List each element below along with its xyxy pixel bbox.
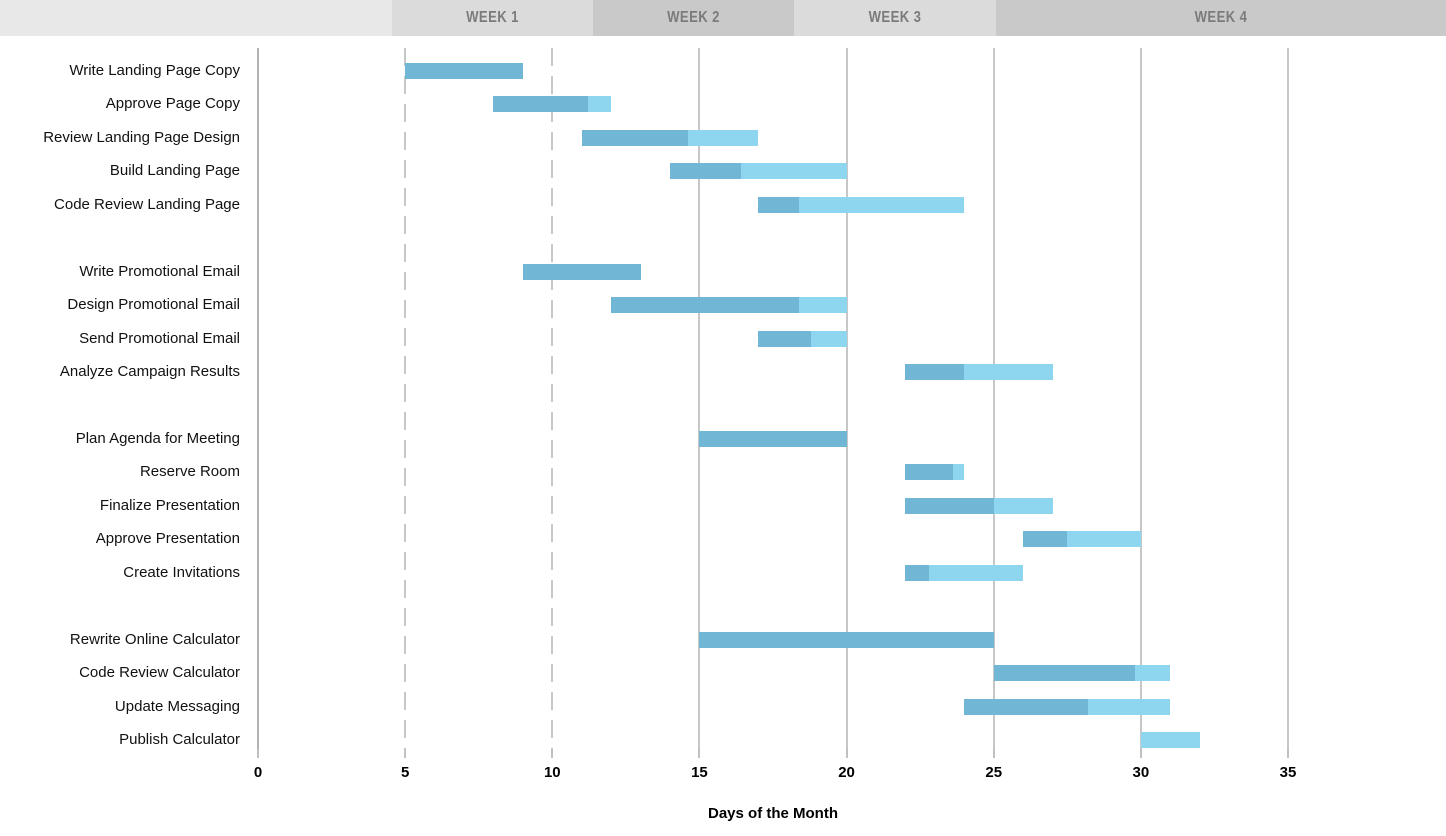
task-label: Finalize Presentation <box>99 496 240 514</box>
task-label: Code Review Landing Page <box>54 195 240 213</box>
week-header-segment: WEEK 4 <box>996 0 1446 36</box>
gantt-bar-remaining <box>587 96 612 113</box>
x-axis-tick-label: 25 <box>985 764 1003 781</box>
x-axis-tick-label: 5 <box>400 764 410 781</box>
x-axis-tick <box>551 749 554 758</box>
gantt-bar-complete <box>699 631 994 648</box>
gridline-solid-day-30 <box>1139 48 1142 757</box>
gantt-bar-remaining <box>952 464 965 481</box>
gantt-bar-remaining <box>799 196 965 213</box>
gantt-bar-complete <box>611 297 800 314</box>
x-axis-tick <box>1287 749 1289 758</box>
gantt-bar-complete <box>670 163 741 180</box>
gantt-bar-complete <box>905 564 929 581</box>
task-label: Send Promotional Email <box>79 329 240 347</box>
x-axis-tick <box>698 749 701 758</box>
gantt-bar-remaining <box>928 564 1024 581</box>
gantt-bar-complete <box>964 698 1088 715</box>
gantt-bar-remaining <box>1087 698 1171 715</box>
x-axis-tick-label: 35 <box>1279 764 1297 781</box>
gridline-solid-day-15 <box>698 48 701 757</box>
task-label: Plan Agenda for Meeting <box>75 429 240 447</box>
x-axis-tick-label: 20 <box>838 764 855 781</box>
week-header-label: WEEK 2 <box>667 9 720 26</box>
gantt-bar-remaining <box>993 497 1053 514</box>
task-label: Approve Presentation <box>95 530 240 548</box>
x-axis-tick-label: 15 <box>691 764 708 781</box>
gantt-bar-complete <box>905 464 953 481</box>
gridline-dashed-day-10 <box>551 48 554 757</box>
task-label: Publish Calculator <box>119 731 240 748</box>
gridline-day-0 <box>257 48 259 757</box>
x-axis-tick <box>257 749 259 758</box>
task-label: Write Promotional Email <box>79 262 240 280</box>
task-label: Review Landing Page Design <box>43 128 240 146</box>
week-header-label: WEEK 4 <box>1194 9 1248 26</box>
task-label: Update Messaging <box>114 697 240 715</box>
task-label: Write Landing Page Copy <box>69 62 240 79</box>
gantt-bar-complete <box>493 96 588 113</box>
week-header-label: WEEK 3 <box>868 9 922 26</box>
gantt-bar-complete <box>758 330 812 347</box>
task-label: Approve Page Copy <box>105 95 240 113</box>
task-label: Analyze Campaign Results <box>59 363 240 381</box>
gantt-bar-complete <box>758 196 800 213</box>
week-header-leftpad <box>0 0 392 36</box>
x-axis-tick <box>1139 749 1142 758</box>
gantt-bar-remaining <box>1134 665 1171 682</box>
gantt-bar-remaining <box>1140 732 1200 748</box>
x-axis-tick-label: 0 <box>253 764 263 781</box>
gantt-bar-remaining <box>687 129 759 146</box>
task-label: Build Landing Page <box>109 162 240 180</box>
gantt-bar-complete <box>522 263 641 280</box>
gantt-bar-complete <box>1023 531 1068 548</box>
gridline-solid-day-25 <box>992 48 995 757</box>
week-header-segment: WEEK 1 <box>392 0 593 36</box>
week-header-label: WEEK 1 <box>466 9 519 26</box>
x-axis-title: Days of the Month <box>708 805 838 822</box>
gantt-bar-remaining <box>811 330 847 347</box>
gantt-bar-remaining <box>740 163 847 180</box>
gantt-bar-remaining <box>1067 531 1141 548</box>
gantt-bar-remaining <box>799 297 847 314</box>
x-axis-tick <box>992 749 995 758</box>
gridline-solid-day-20 <box>845 48 848 757</box>
x-axis-tick-label: 30 <box>1132 764 1150 781</box>
x-axis-tick <box>845 749 848 758</box>
task-label: Reserve Room <box>139 463 240 481</box>
gantt-bar-complete <box>405 63 523 79</box>
x-axis-tick-label: 10 <box>543 764 561 781</box>
gantt-bar-complete <box>905 364 965 381</box>
gantt-bar-complete <box>993 665 1135 682</box>
week-header-segment: WEEK 3 <box>794 0 996 36</box>
gantt-bar-remaining <box>964 364 1053 381</box>
gridline-dashed-day-5 <box>404 48 407 757</box>
task-label: Code Review Calculator <box>79 664 240 682</box>
task-label: Design Promotional Email <box>67 296 240 314</box>
gantt-bar-complete <box>905 497 994 514</box>
task-label: Rewrite Online Calculator <box>69 630 240 648</box>
gantt-bar-complete <box>699 430 847 447</box>
week-header-segment: WEEK 2 <box>593 0 794 36</box>
x-axis-tick <box>404 749 407 758</box>
gridline-solid-day-35 <box>1287 48 1289 757</box>
gantt-bar-complete <box>581 129 688 146</box>
task-label: Create Invitations <box>123 563 240 581</box>
